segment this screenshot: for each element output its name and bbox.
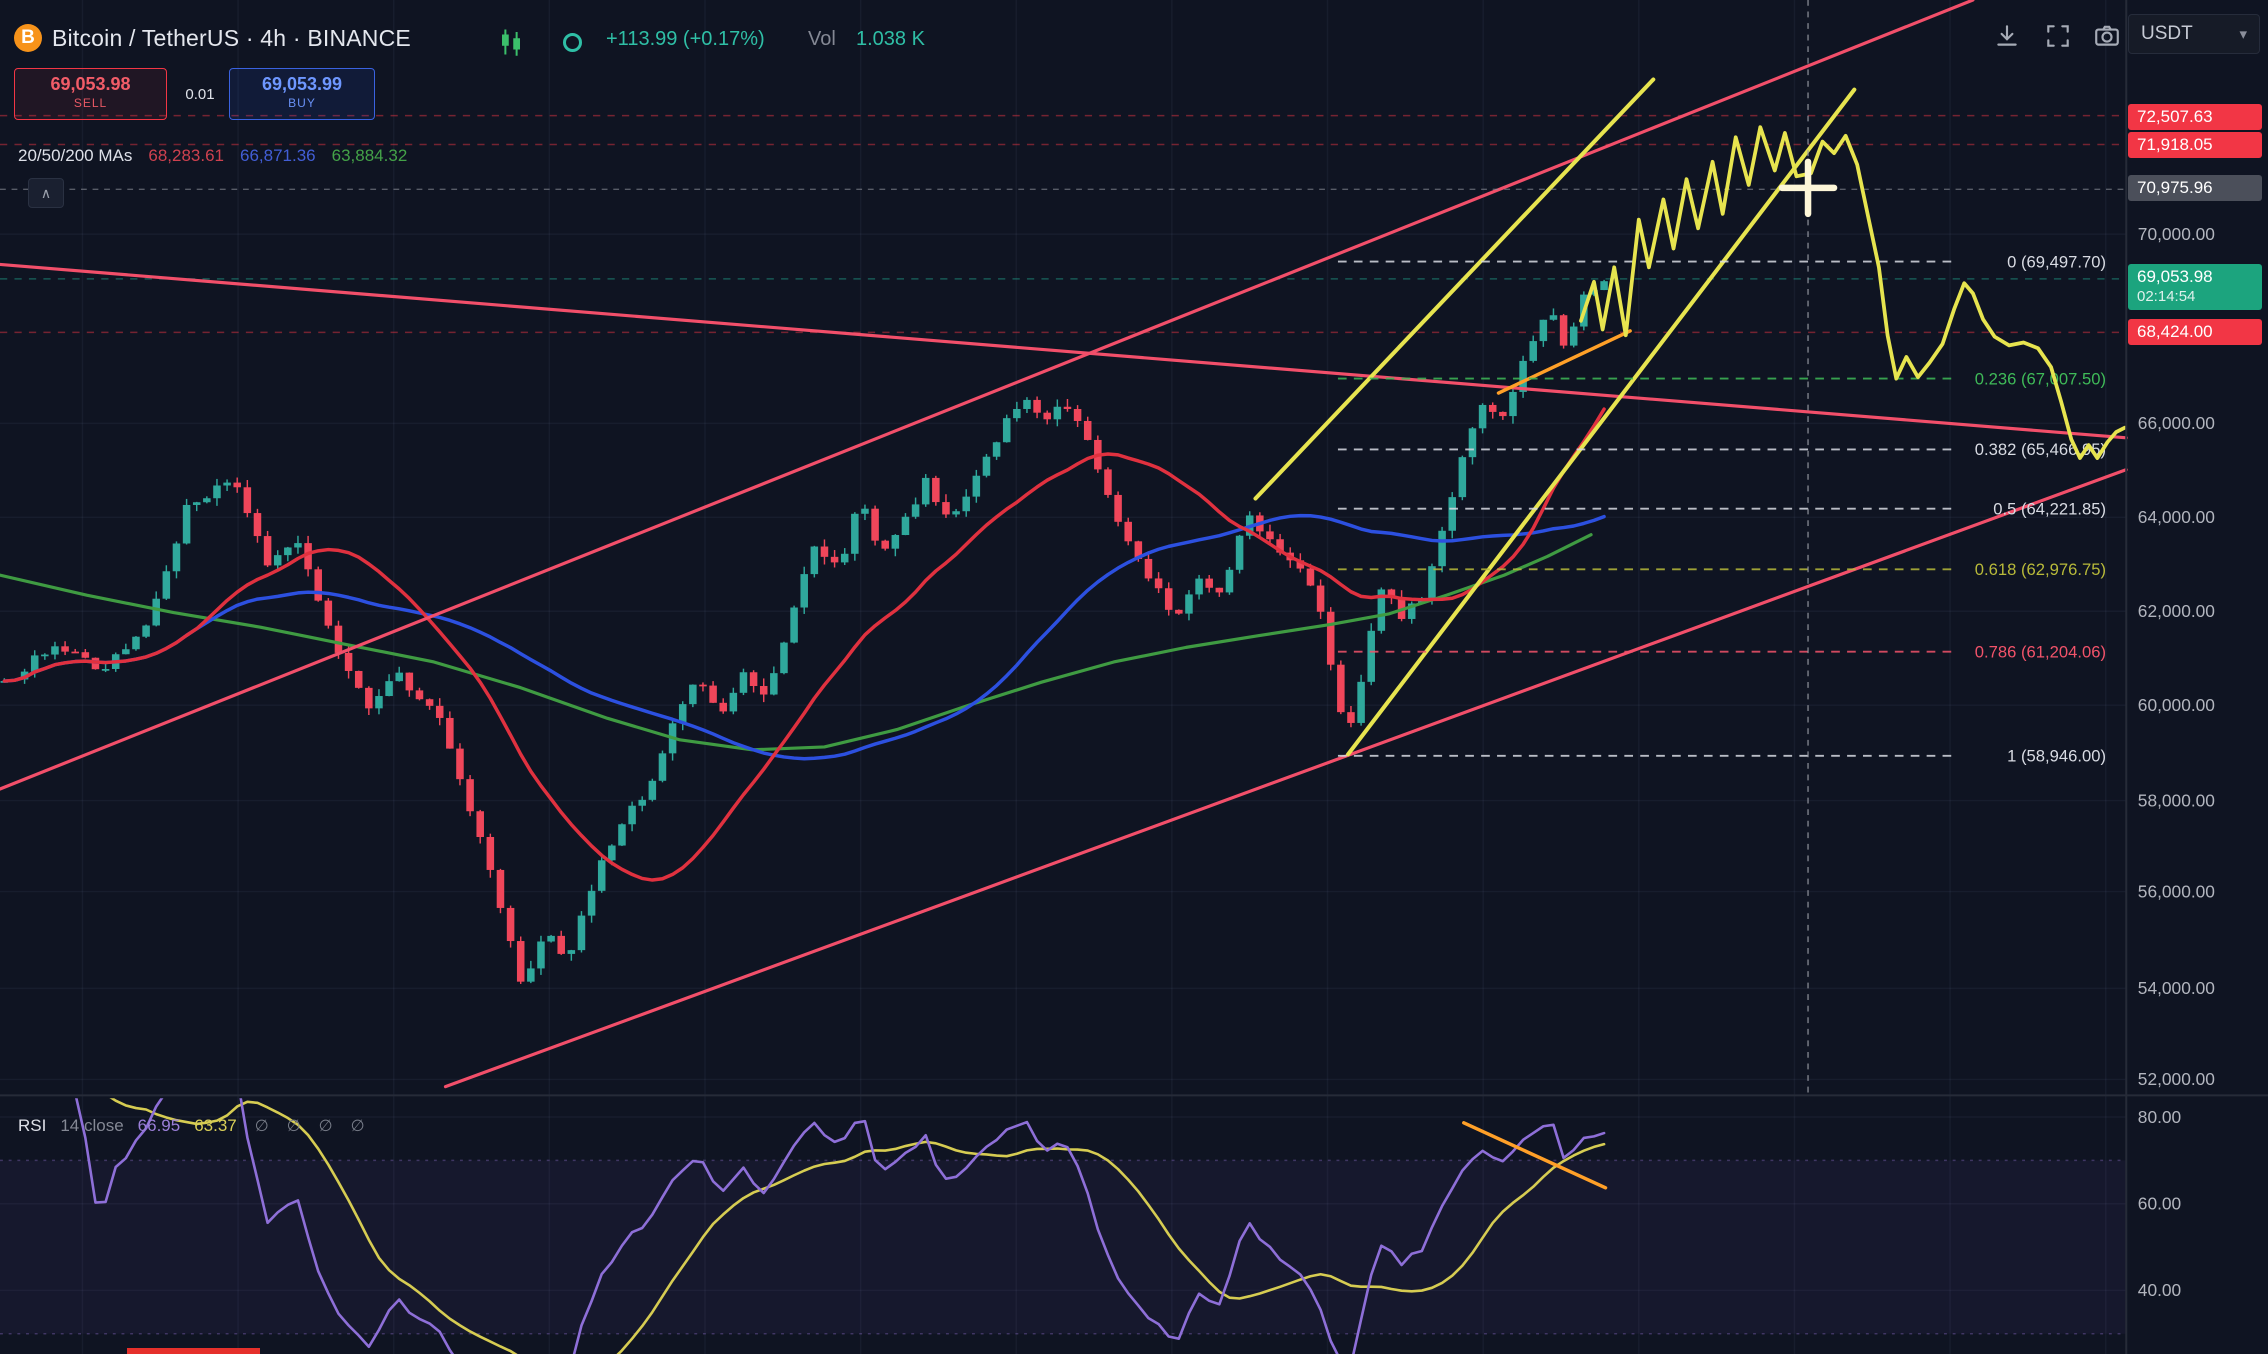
sell-button[interactable]: 69,053.98 SELL [14,68,167,120]
ma-legend[interactable]: 20/50/200 MAs 68,283.61 66,871.36 63,884… [18,146,407,166]
moving-averages [0,407,1606,882]
currency-dropdown[interactable]: USDT ▾ [2128,14,2260,54]
svg-text:60,000.00: 60,000.00 [2138,695,2215,715]
hidden-eye-icon[interactable]: ∅ [318,1118,333,1135]
cursor-plus-icon [1778,158,1838,218]
price-change: +113.99 (+0.17%) [606,28,765,50]
rsi-title: RSI [18,1116,47,1135]
svg-text:0 (69,497.70): 0 (69,497.70) [2007,252,2106,271]
svg-text:56,000.00: 56,000.00 [2138,881,2215,901]
buy-price: 69,053.99 [261,74,343,94]
camera-icon[interactable] [2093,22,2121,50]
live-status-icon [563,33,582,52]
svg-text:0.5 (64,221.85): 0.5 (64,221.85) [1993,499,2106,518]
svg-text:0.236 (67,007.50): 0.236 (67,007.50) [1975,369,2106,388]
svg-text:0.618 (62,976.75): 0.618 (62,976.75) [1975,560,2106,579]
candles [0,279,1608,984]
svg-text:0.786 (61,204.06): 0.786 (61,204.06) [1975,642,2106,661]
crosshair [0,0,2127,1096]
rsi-ma-value: 63.37 [194,1116,237,1135]
spread-value: 0.01 [185,86,215,103]
bitcoin-logo: B [14,24,42,52]
svg-text:1 (58,946.00): 1 (58,946.00) [2007,747,2106,766]
sell-label: SELL [73,95,108,110]
buy-label: BUY [288,95,316,110]
ma-legend-label: 20/50/200 MAs [18,146,133,165]
candle-chart-icon[interactable] [498,27,524,57]
buy-button[interactable]: 69,053.99 BUY [229,68,375,120]
svg-text:58,000.00: 58,000.00 [2138,790,2215,810]
price-alert-badge-3[interactable]: 68,424.00 [2128,319,2262,345]
price-axis-labels[interactable]: 70,000.00 66,000.00 64,000.00 62,000.00 60,0… [2138,224,2215,1300]
rsi-value: 66.95 [137,1116,181,1135]
grid [0,0,2127,1354]
svg-text:60.00: 60.00 [2138,1194,2181,1214]
projection-drawing[interactable] [1579,125,2127,460]
ma200-value: 63,884.32 [331,146,408,165]
rsi-band [0,1159,2127,1335]
fib-retracement[interactable]: 0 (69,497.70)0.236 (67,007.50)0.382 (65,… [1337,252,2106,766]
svg-text:54,000.00: 54,000.00 [2138,978,2215,998]
currency-label: USDT [2141,23,2193,44]
svg-text:40.00: 40.00 [2138,1280,2181,1300]
video-progress-bar[interactable] [127,1348,260,1354]
rsi-indicator-legend[interactable]: RSI 14 close 66.95 63.37 ∅ ∅ ∅ ∅ [18,1116,365,1136]
hidden-eye-icon[interactable]: ∅ [254,1118,269,1135]
rsi-trendline [1462,1121,1608,1190]
ma50-value: 66,871.36 [240,146,316,165]
crosshair-price-badge: 70,975.96 [2128,175,2262,201]
rsi-plot [75,1098,1608,1354]
svg-text:80.00: 80.00 [2138,1107,2181,1127]
last-price-value: 69,053.98 [2137,267,2213,286]
price-alert-badge-2[interactable]: 71,918.05 [2128,132,2262,158]
last-price-badge: 69,053.98 02:14:54 [2128,264,2262,310]
rsi-params: 14 close [60,1116,124,1135]
hidden-eye-icon[interactable]: ∅ [350,1118,365,1135]
svg-text:64,000.00: 64,000.00 [2138,507,2215,527]
hidden-eye-icon[interactable]: ∅ [286,1118,301,1135]
sell-price: 69,053.98 [50,74,131,94]
svg-text:70,000.00: 70,000.00 [2138,224,2215,244]
collapse-legend-button[interactable]: ∧ [28,178,64,208]
volume-label: Vol [808,28,836,50]
chevron-down-icon: ▾ [2239,26,2247,43]
svg-text:66,000.00: 66,000.00 [2138,413,2215,433]
svg-text:62,000.00: 62,000.00 [2138,601,2215,621]
trendlines[interactable] [0,0,2128,1089]
svg-text:52,000.00: 52,000.00 [2138,1069,2215,1089]
price-alert-badge-1[interactable]: 72,507.63 [2128,104,2262,130]
volume-value: 1.038 K [856,28,925,50]
symbol-title[interactable]: Bitcoin / TetherUS · 4h · BINANCE [52,25,411,51]
maximize-icon[interactable] [2044,22,2072,50]
bar-countdown: 02:14:54 [2137,288,2196,305]
download-icon[interactable] [1993,22,2021,50]
alert-lines [0,114,2127,334]
ma20-value: 68,283.61 [148,146,224,165]
